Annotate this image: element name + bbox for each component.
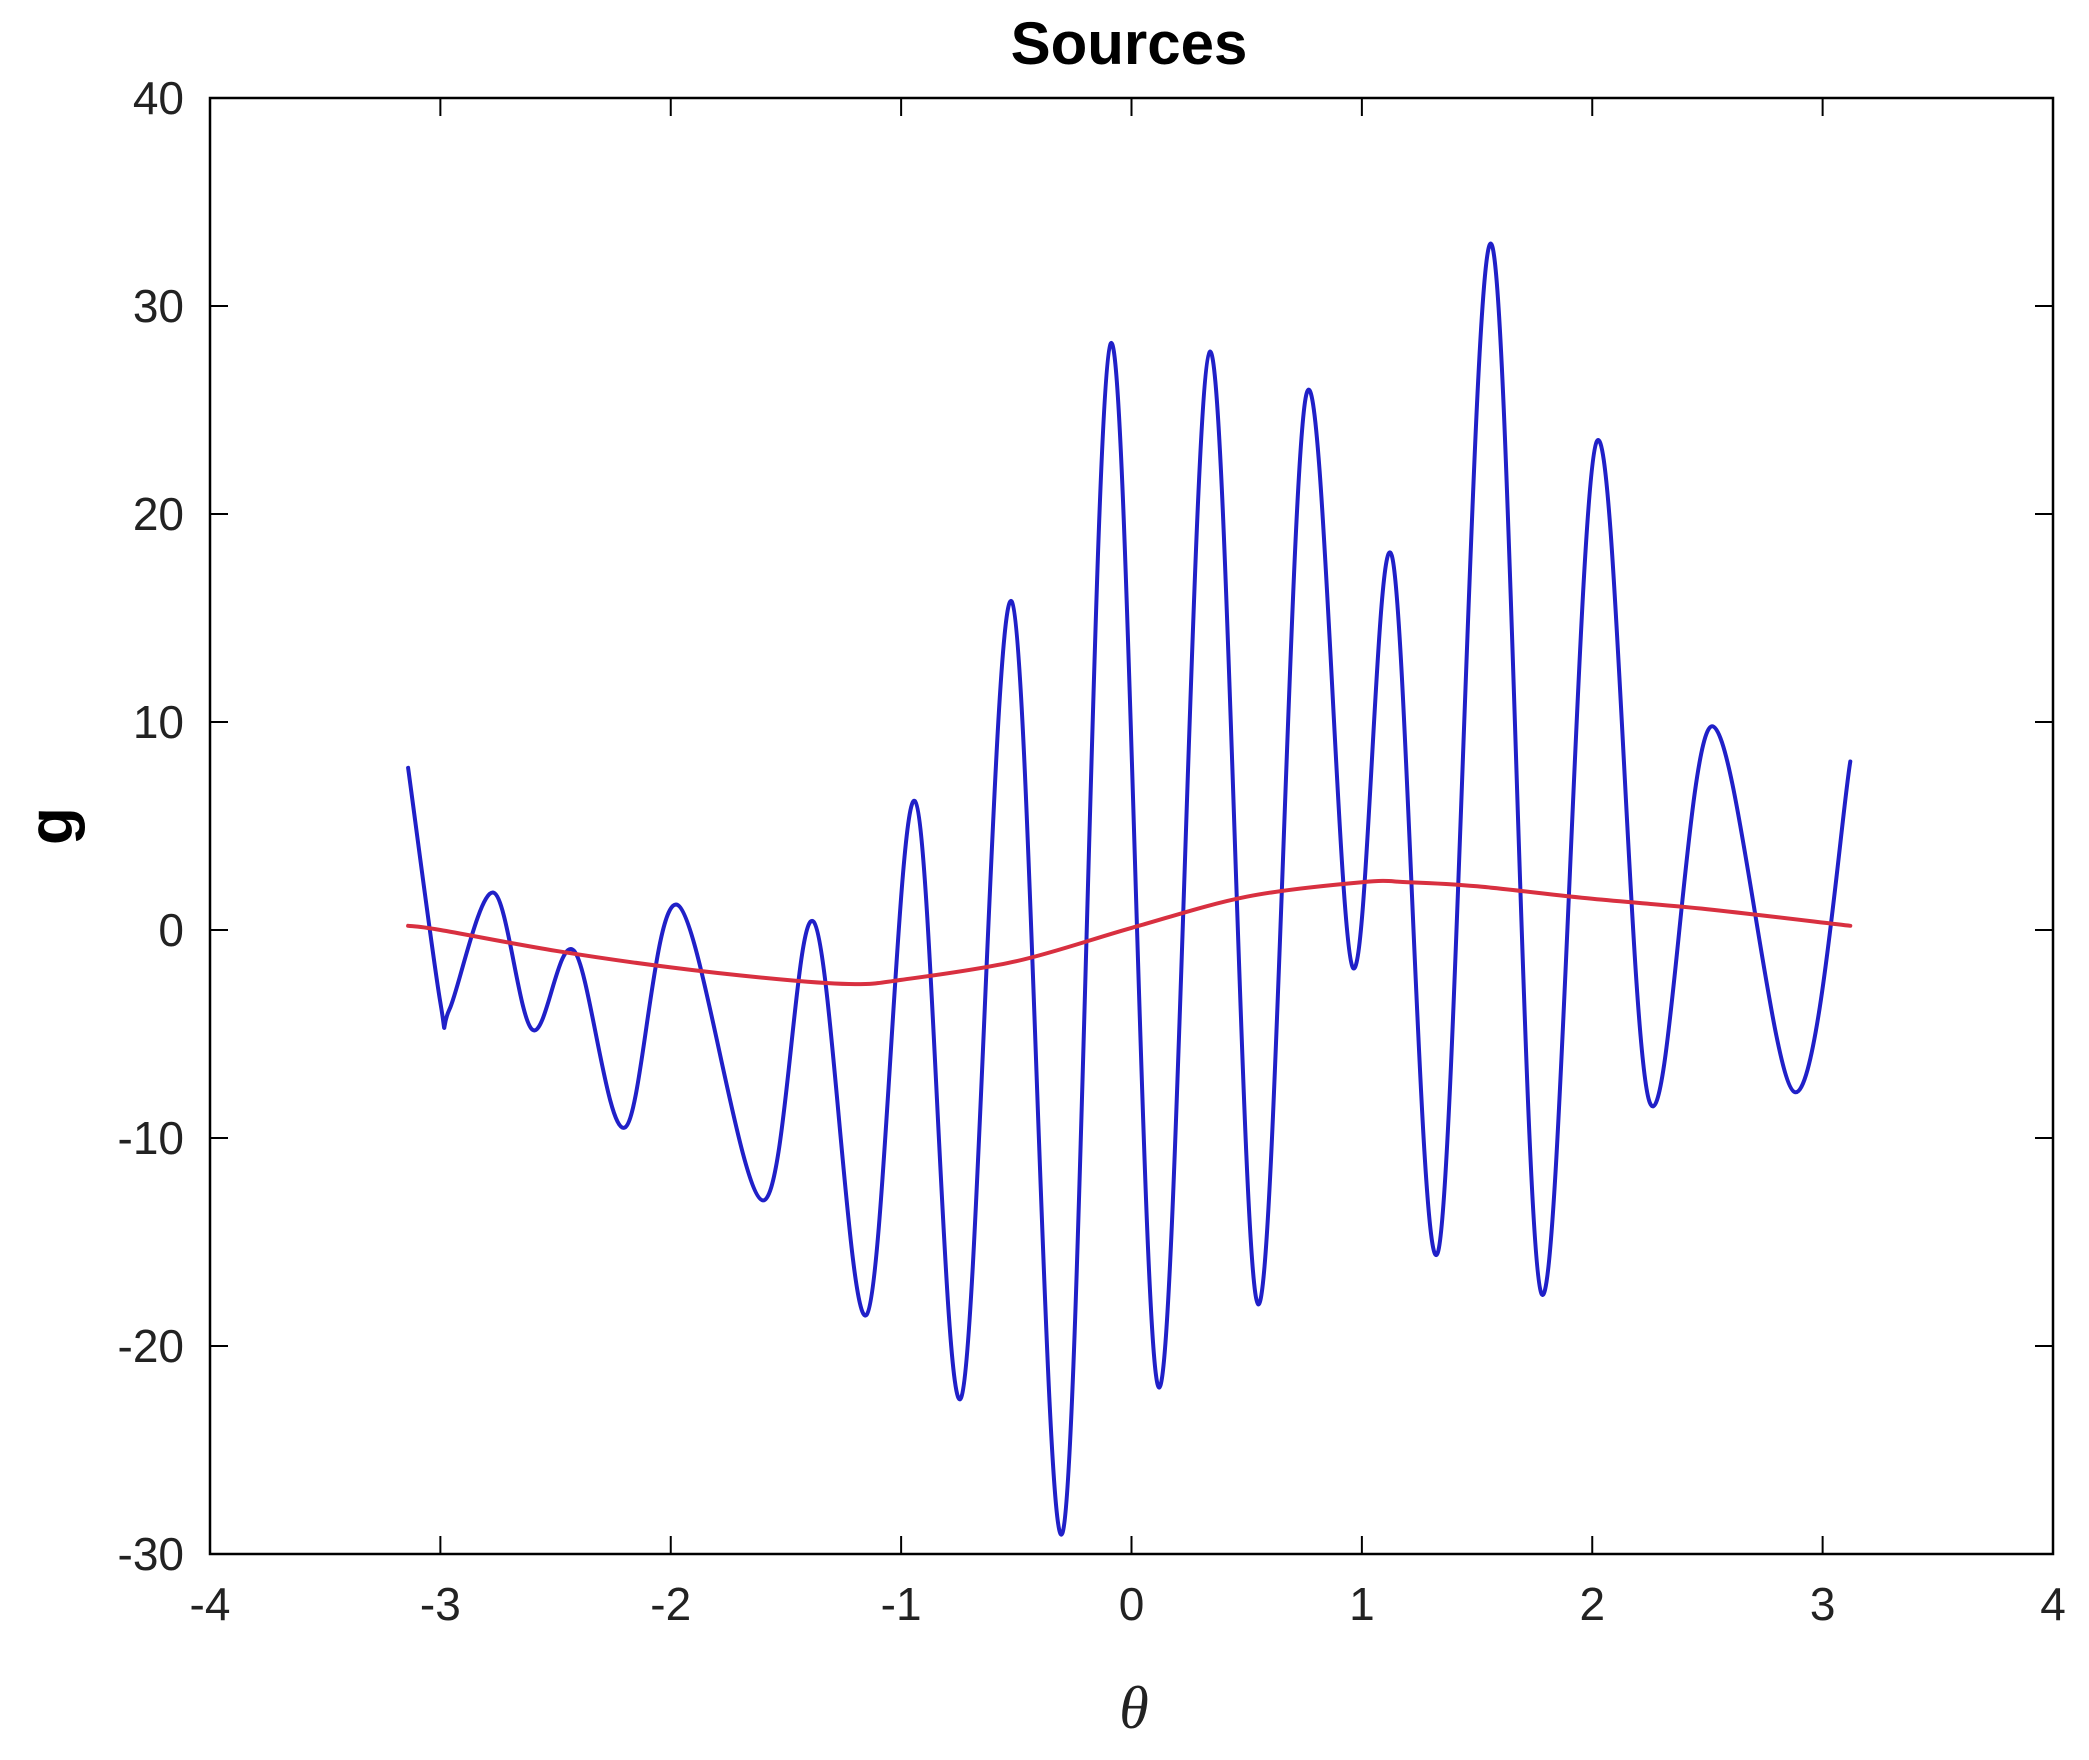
plot-frame [208,96,2055,1556]
x-axis-label: θ [1119,1675,1148,1741]
y-tick-label: -30 [118,1528,184,1580]
x-tick-label: 4 [2040,1578,2066,1630]
x-tick-label: 2 [1579,1578,1605,1630]
x-tick-label: 3 [1810,1578,1836,1630]
y-tick-label: 0 [158,904,184,956]
x-tick-label: -3 [420,1578,461,1630]
y-tick-labels: -30 -20 -10 0 10 20 30 40 [118,72,184,1580]
chart-title: Sources [1011,10,1248,77]
x-tick-label: -2 [650,1578,691,1630]
y-tick-label: 10 [133,696,184,748]
series-line-2 [406,878,1853,987]
x-tick-label: -1 [881,1578,922,1630]
y-axis-label: g [17,807,86,845]
y-tick-label: 30 [133,280,184,332]
axis-ticks [209,97,2054,1555]
y-tick-label: 40 [133,72,184,124]
series-line-1 [406,241,1853,1537]
x-tick-label: -4 [190,1578,231,1630]
y-tick-label: -10 [118,1112,184,1164]
x-tick-label: 0 [1119,1578,1145,1630]
y-tick-label: 20 [133,488,184,540]
x-tick-labels: -4 -3 -2 -1 0 1 2 3 4 [190,1578,2066,1630]
y-tick-label: -20 [118,1320,184,1372]
series-layer [406,241,1853,1537]
x-tick-label: 1 [1349,1578,1375,1630]
